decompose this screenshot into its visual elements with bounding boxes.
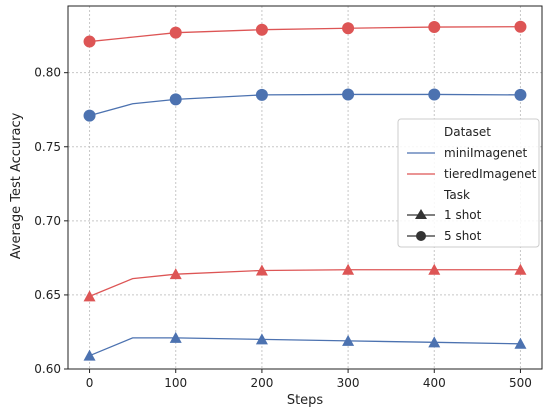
data-point-tieredimagenet-5-shot	[342, 22, 355, 35]
data-point-tieredimagenet-1-shot	[169, 268, 182, 280]
y-tick-label: 0.75	[34, 140, 61, 154]
legend-triangle-marker	[415, 209, 427, 219]
y-tick-label: 0.80	[34, 66, 61, 80]
legend-title-task: Task	[443, 188, 470, 202]
legend-title-dataset: Dataset	[444, 125, 491, 139]
y-tick-label: 0.60	[34, 362, 61, 376]
data-point-miniimagenet-1-shot	[255, 333, 268, 345]
data-point-tieredimagenet-5-shot	[514, 20, 527, 33]
data-point-miniimagenet-1-shot	[342, 334, 355, 346]
series-line-miniimagenet-5-shot	[89, 93, 521, 117]
y-axis-ticks: 0.60 0.65 0.70 0.75 0.80	[34, 66, 68, 376]
data-point-miniimagenet-5-shot	[342, 88, 355, 101]
data-point-tieredimagenet-5-shot	[428, 21, 441, 34]
x-axis-ticks: 0 100 200 300 400 500	[86, 369, 532, 390]
legend-label-tieredimagenet: tieredImagenet	[444, 167, 537, 181]
y-axis-label: Average Test Accuracy	[9, 112, 24, 259]
x-tick-label: 500	[509, 376, 532, 390]
data-point-miniimagenet-1-shot	[514, 337, 527, 349]
data-point-tieredimagenet-1-shot	[255, 264, 268, 276]
legend: Dataset miniImagenet tieredImagenet Task…	[397, 118, 540, 248]
x-tick-label: 400	[423, 376, 446, 390]
data-point-tieredimagenet-5-shot	[83, 35, 96, 48]
data-point-tieredimagenet-1-shot	[83, 290, 96, 302]
data-point-tieredimagenet-5-shot	[169, 26, 182, 39]
data-point-tieredimagenet-1-shot	[514, 263, 527, 275]
series-line-tieredimagenet-5-shot	[89, 26, 521, 43]
y-tick-label: 0.65	[34, 288, 61, 302]
data-point-miniimagenet-1-shot	[428, 336, 441, 348]
plot-frame	[67, 5, 543, 370]
x-tick-label: 300	[337, 376, 360, 390]
x-tick-label: 200	[250, 376, 273, 390]
data-point-miniimagenet-5-shot	[428, 88, 441, 101]
legend-label-miniimagenet: miniImagenet	[444, 146, 528, 160]
x-tick-label: 0	[86, 376, 94, 390]
data-point-miniimagenet-1-shot	[169, 331, 182, 343]
data-point-tieredimagenet-5-shot	[255, 23, 268, 36]
y-tick-label: 0.70	[34, 214, 61, 228]
data-point-miniimagenet-1-shot	[83, 349, 96, 361]
data-point-miniimagenet-5-shot	[255, 88, 268, 101]
legend-circle-marker	[416, 231, 426, 241]
x-tick-label: 100	[164, 376, 187, 390]
series-line-tieredimagenet-1-shot	[89, 269, 521, 298]
data-point-miniimagenet-5-shot	[83, 109, 96, 122]
legend-label-5-shot: 5 shot	[444, 229, 482, 243]
data-point-miniimagenet-5-shot	[514, 88, 527, 101]
series-markers	[83, 20, 527, 361]
data-point-tieredimagenet-1-shot	[342, 263, 355, 275]
legend-label-1-shot: 1 shot	[444, 208, 482, 222]
data-point-miniimagenet-5-shot	[169, 93, 182, 106]
series-line-miniimagenet-1-shot	[89, 337, 521, 357]
data-point-tieredimagenet-1-shot	[428, 263, 441, 275]
x-axis-label: Steps	[287, 393, 324, 408]
